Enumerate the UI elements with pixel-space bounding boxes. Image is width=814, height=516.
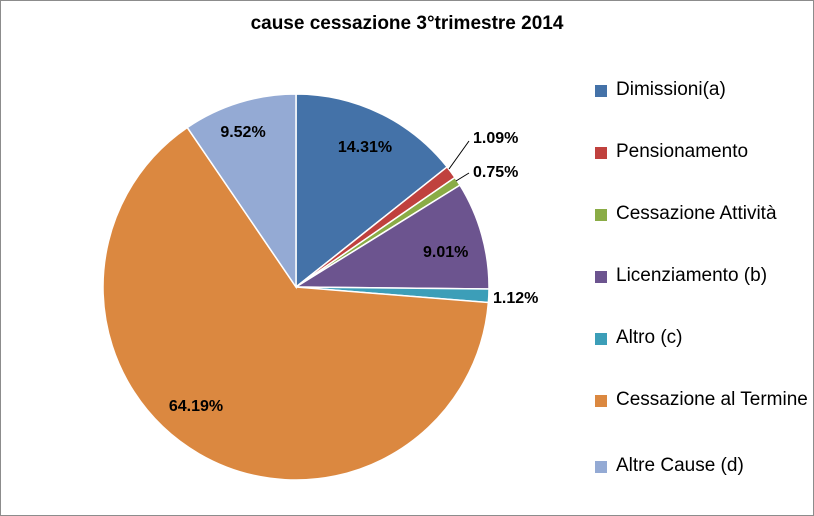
pie-slice-3	[293, 184, 490, 290]
legend-item-6: Altre Cause (d)	[595, 451, 810, 513]
data-label-1: 1.09%	[473, 130, 518, 147]
data-label-0: 14.31%	[338, 139, 392, 156]
legend-swatch	[595, 271, 607, 283]
chart-title: cause cessazione 3°trimestre 2014	[250, 13, 564, 34]
legend-item-0: Dimissioni(a)	[595, 75, 810, 137]
legend-swatch	[595, 461, 607, 473]
legend-swatch	[595, 147, 607, 159]
pie-slice-0	[295, 93, 449, 289]
legend-label: Licenziamento (b)	[616, 265, 768, 286]
legend-item-3: Licenziamento (b)	[595, 261, 810, 323]
legend-item-5: Cessazione al Termine	[595, 385, 810, 451]
legend-label: Altro (c)	[616, 327, 683, 348]
data-label-4: 1.12%	[493, 290, 538, 307]
data-label-6: 9.52%	[220, 124, 265, 141]
legend-label: Dimissioni(a)	[616, 79, 726, 100]
legend-swatch	[595, 85, 607, 97]
legend: Dimissioni(a) Pensionamento Cessazione Att…	[595, 75, 810, 513]
data-label-5: 64.19%	[169, 398, 223, 415]
data-label-2: 0.75%	[473, 164, 518, 181]
legend-swatch	[595, 209, 607, 221]
legend-label: Altre Cause (d)	[616, 455, 744, 476]
legend-label: Cessazione al Termine	[616, 389, 808, 410]
leader-line-1	[455, 172, 470, 182]
pie-slice-5	[102, 126, 490, 481]
legend-label: Pensionamento	[616, 141, 749, 162]
pie-slice-6	[186, 93, 297, 290]
legend-label: Cessazione Attività	[616, 203, 777, 224]
legend-swatch	[595, 395, 607, 407]
legend-item-2: Cessazione Attività	[595, 199, 810, 261]
legend-item-4: Altro (c)	[595, 323, 810, 385]
legend-swatch	[595, 333, 607, 345]
leader-line-0	[448, 140, 470, 170]
data-label-3: 9.01%	[423, 244, 468, 261]
legend-item-1: Pensionamento	[595, 137, 810, 199]
